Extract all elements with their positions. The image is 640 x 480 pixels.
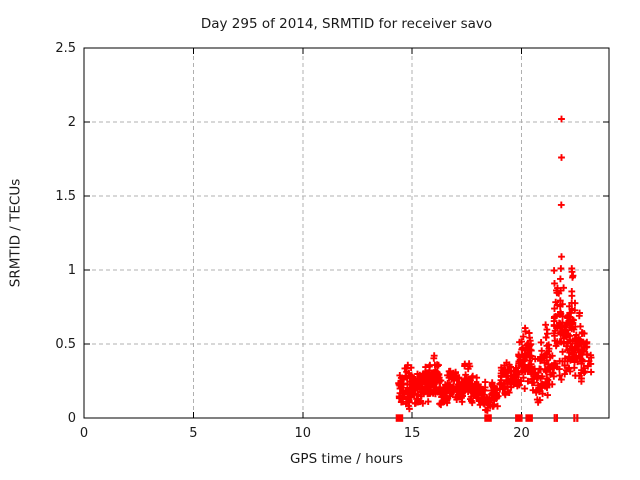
y-tick-label: 0: [68, 411, 76, 426]
plot-border: [83, 47, 610, 419]
zero-square-point: [395, 414, 404, 422]
zero-square-point: [515, 414, 523, 422]
tick-labels: 0 5 10 15 20 0 0.5 1 1.5 2 2.5: [55, 41, 529, 441]
zero-bar-point: [573, 414, 576, 422]
x-tick-label: 20: [513, 426, 530, 441]
x-tick-label: 0: [80, 426, 88, 441]
data-points: [395, 267, 595, 414]
y-tick-label: 0.5: [55, 337, 76, 352]
zero-value-points: [395, 414, 579, 422]
zero-bar-point: [555, 414, 558, 422]
y-tick-label: 1.5: [55, 189, 76, 204]
y-tick-label: 1: [68, 263, 76, 278]
zero-square-point: [484, 414, 492, 422]
chart-title: Day 295 of 2014, SRMTID for receiver sav…: [200, 16, 493, 32]
zero-square-point: [525, 414, 533, 422]
outlier-points: [519, 115, 576, 340]
axis-ticks: [83, 47, 609, 419]
x-axis-label: GPS time / hours: [289, 451, 404, 467]
y-tick-label: 2.5: [55, 41, 76, 56]
y-tick-label: 2: [68, 115, 76, 130]
x-tick-label: 15: [404, 426, 421, 441]
zero-bar-point: [576, 414, 579, 422]
zero-bar-point: [553, 414, 556, 422]
x-tick-label: 10: [294, 426, 311, 441]
x-tick-label: 5: [189, 426, 197, 441]
